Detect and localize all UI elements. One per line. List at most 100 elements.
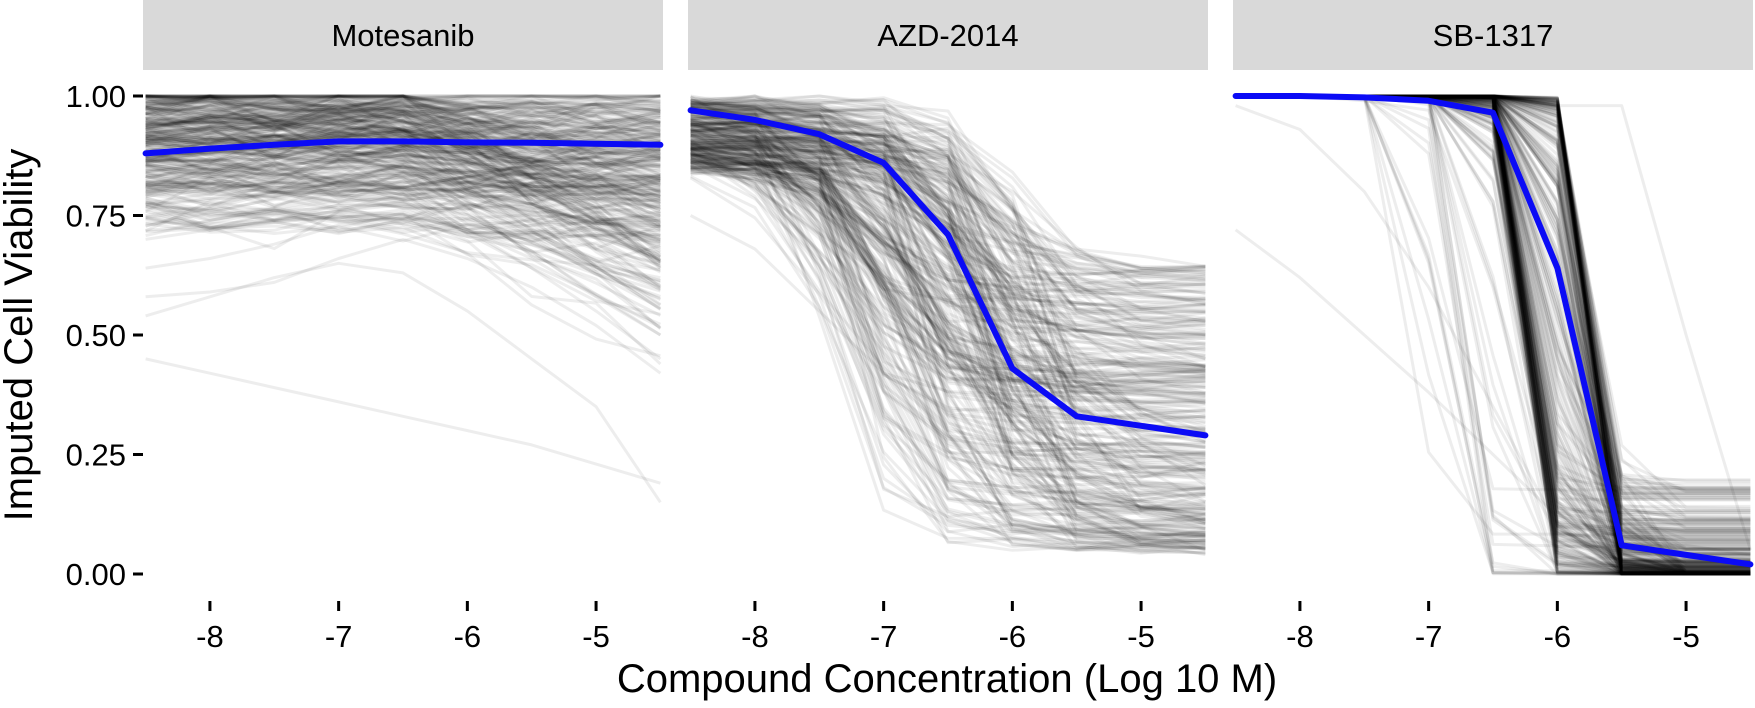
cell-line-trace	[145, 94, 661, 123]
x-tick-label: -8	[1286, 619, 1314, 654]
cell-line-trace	[690, 152, 1206, 300]
cell-line-trace	[145, 94, 661, 212]
cell-line-trace	[690, 121, 1206, 465]
cell-line-trace	[690, 107, 1206, 354]
cell-line-trace	[690, 99, 1206, 336]
cell-line-trace	[690, 106, 1206, 301]
cell-line-trace	[690, 105, 1206, 378]
cell-line-trace	[690, 152, 1206, 279]
cell-line-trace	[145, 261, 662, 504]
cell-line-trace	[145, 94, 662, 230]
cell-line-trace	[145, 159, 661, 198]
cell-line-trace	[690, 158, 1206, 509]
cell-line-trace	[145, 94, 661, 123]
facet-strip-label: AZD-2014	[877, 18, 1018, 53]
cell-line-trace	[690, 134, 1206, 506]
cell-line-trace	[145, 196, 661, 264]
cell-line-trace	[145, 115, 662, 292]
cell-line-trace	[690, 122, 1206, 511]
cell-line-trace	[690, 94, 1206, 389]
cell-line-trace	[145, 164, 662, 330]
cell-line-trace	[145, 94, 662, 270]
cell-line-trace	[690, 120, 1206, 327]
cell-line-trace	[145, 180, 661, 227]
x-tick-label: -7	[325, 619, 353, 654]
cell-line-trace	[145, 106, 661, 259]
cell-line-trace	[145, 107, 661, 193]
cell-line-trace	[690, 154, 1206, 476]
cell-line-trace	[690, 153, 1206, 351]
x-tick-label: -8	[741, 619, 769, 654]
cell-line-trace	[145, 99, 661, 129]
cell-line-trace	[690, 123, 1206, 457]
cell-line-trace	[145, 176, 661, 208]
cell-line-trace	[145, 111, 661, 240]
cell-line-trace	[145, 209, 661, 237]
cell-line-trace	[145, 112, 661, 143]
cell-line-trace	[145, 124, 661, 225]
cell-line-trace	[145, 94, 661, 198]
cell-line-trace	[145, 94, 661, 98]
cell-line-trace	[690, 157, 1206, 374]
cell-line-trace	[145, 112, 661, 141]
cell-line-trace	[690, 110, 1206, 295]
cell-line-trace	[145, 148, 661, 181]
cell-line-trace	[145, 141, 661, 210]
cell-line-trace	[690, 155, 1206, 370]
cell-line-trace	[689, 150, 1206, 380]
cell-line-trace	[145, 94, 662, 250]
cell-line-trace	[145, 107, 662, 256]
cell-line-trace	[690, 111, 1206, 494]
cell-line-trace	[145, 94, 661, 106]
cell-line-trace	[145, 197, 662, 288]
cell-line-trace	[690, 124, 1206, 353]
cell-line-trace	[690, 157, 1206, 389]
cell-line-trace	[145, 104, 662, 264]
cell-line-trace	[145, 94, 661, 112]
y-tick-label: 1.00	[66, 79, 126, 114]
cell-line-trace	[690, 152, 1206, 309]
cell-line-trace	[690, 144, 1206, 477]
y-tick-label: 0.50	[66, 318, 126, 353]
cell-line-trace	[145, 211, 661, 232]
cell-line-trace	[690, 100, 1206, 550]
cell-line-trace	[690, 161, 1206, 307]
cell-line-trace	[689, 151, 1206, 431]
cell-line-trace	[690, 115, 1206, 360]
cell-line-trace	[145, 113, 661, 219]
cell-line-trace	[145, 178, 661, 207]
cell-line-trace	[145, 94, 661, 109]
cell-line-trace	[690, 111, 1206, 511]
cell-line-trace	[145, 171, 661, 196]
cell-line-trace	[145, 94, 661, 144]
cell-line-trace	[690, 147, 1206, 311]
cell-line-trace	[145, 171, 661, 241]
cell-line-trace	[690, 106, 1206, 337]
cell-line-trace	[690, 140, 1206, 551]
cell-line-trace	[145, 126, 661, 150]
cell-line-trace	[690, 162, 1206, 341]
cell-line-trace	[690, 94, 1206, 410]
cell-line-trace	[690, 113, 1206, 331]
cell-line-trace	[144, 200, 661, 244]
cell-line-trace	[690, 151, 1206, 526]
cell-line-trace	[145, 146, 661, 172]
cell-line-trace	[690, 159, 1206, 277]
y-tick-label: 0.75	[66, 199, 126, 234]
cell-line-trace	[689, 107, 1206, 372]
cell-line-trace	[690, 115, 1206, 394]
cell-line-trace	[690, 145, 1206, 330]
cell-line-trace	[690, 136, 1206, 522]
cell-line-trace	[145, 209, 661, 251]
cell-line-trace	[145, 187, 661, 316]
cell-line-trace	[145, 136, 661, 214]
cell-line-trace	[690, 109, 1206, 490]
cell-line-trace	[145, 94, 661, 127]
cell-line-trace	[145, 94, 661, 227]
cell-line-trace	[145, 106, 661, 186]
cell-line-trace	[690, 118, 1206, 361]
facet-strip	[1233, 0, 1753, 70]
cell-line-trace	[145, 180, 661, 206]
cell-line-trace	[145, 94, 661, 115]
cell-line-trace	[689, 164, 1206, 404]
